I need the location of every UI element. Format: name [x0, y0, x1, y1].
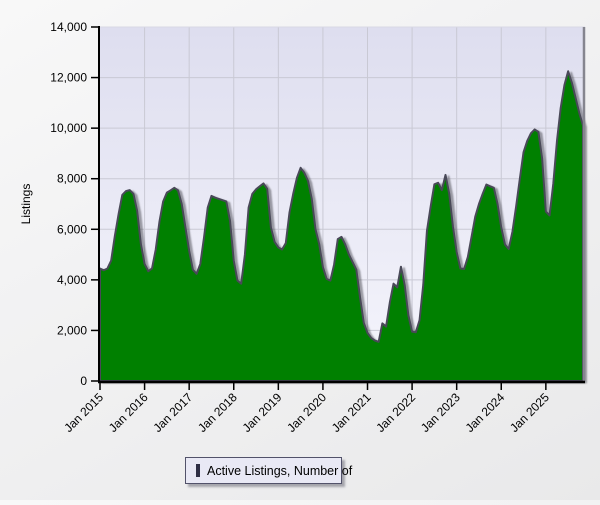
y-tick-label: 8,000: [57, 172, 87, 186]
legend-swatch-icon: [196, 464, 200, 477]
legend: Active Listings, Number of: [185, 457, 352, 484]
area-series: [99, 70, 584, 382]
x-tick-label: Jan 2015: [61, 390, 106, 435]
y-axis-title: Listings: [19, 184, 33, 225]
y-tick-label: 4,000: [57, 273, 87, 287]
x-tick-label: Jan 2018: [195, 390, 240, 435]
y-tick-label: 6,000: [57, 222, 87, 236]
y-tick-label: 0: [80, 374, 87, 388]
y-tick-label: 12,000: [50, 71, 87, 85]
x-tick-label: Jan 2022: [373, 390, 418, 435]
x-tick-label: Jan 2021: [329, 390, 374, 435]
legend-label: Active Listings, Number of: [207, 463, 353, 478]
x-tick-label: Jan 2023: [418, 390, 463, 435]
y-tick-label: 2,000: [57, 323, 87, 337]
x-tick-label: Jan 2016: [106, 390, 151, 435]
x-tick-label: Jan 2017: [150, 390, 195, 435]
y-tick-label: 14,000: [50, 20, 87, 34]
x-tick-label: Jan 2019: [240, 390, 285, 435]
x-tick-label: Jan 2020: [284, 390, 329, 435]
x-tick-label: Jan 2024: [463, 390, 508, 435]
y-tick-label: 10,000: [50, 121, 87, 135]
x-tick-label: Jan 2025: [507, 390, 552, 435]
